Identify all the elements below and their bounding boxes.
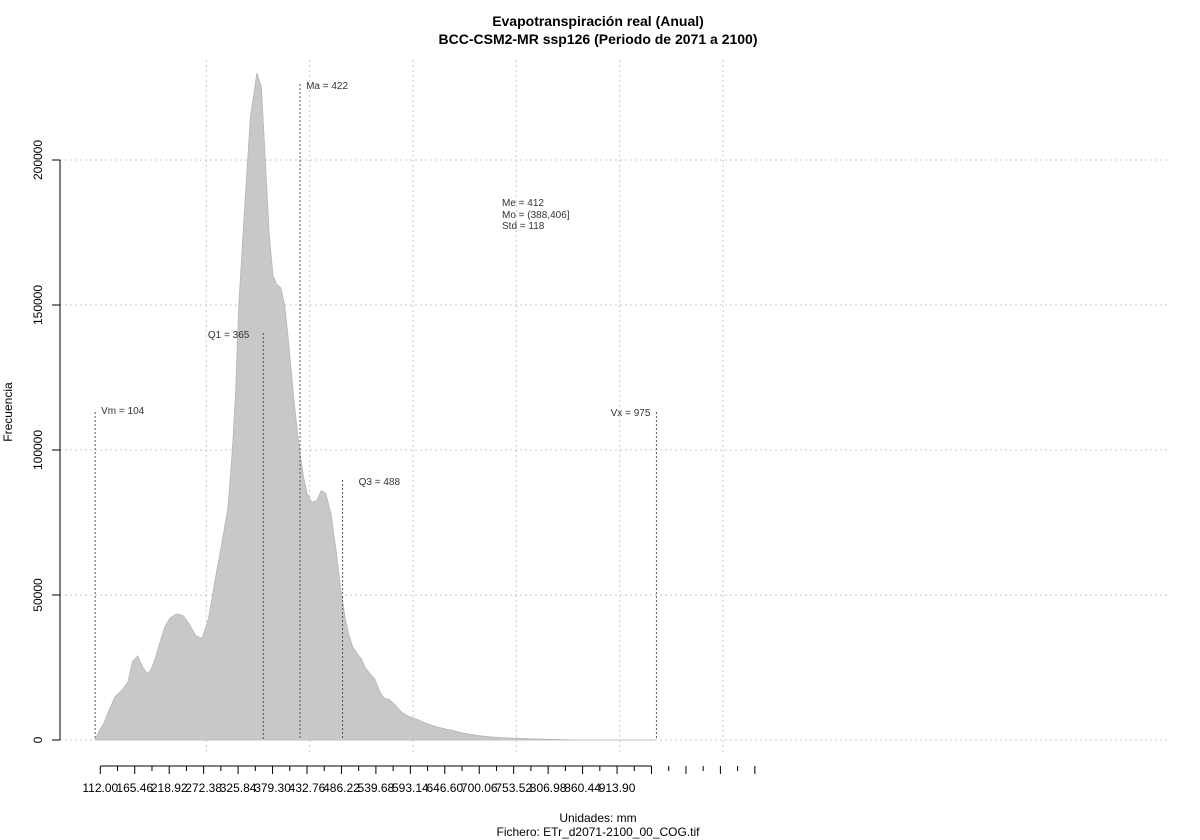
x-tick-label-8: 539.68 — [358, 781, 395, 795]
x-tick-label-3: 272.38 — [185, 781, 222, 795]
y-tick-label-4: 200000 — [31, 140, 45, 180]
x-tick-label-14: 860.44 — [564, 781, 601, 795]
y-axis: 0 50000 100000 150000 200000 — [31, 140, 61, 743]
y-tick-label-3: 150000 — [31, 285, 45, 325]
stat-median: Me = 412 — [502, 198, 544, 209]
y-tick-label-2: 100000 — [31, 430, 45, 470]
density-path — [94, 72, 657, 741]
annotation-vx: Vx = 975 — [611, 408, 651, 419]
stat-mode: Mo = (388,406] — [502, 210, 570, 221]
annotation-q1: Q1 = 365 — [208, 330, 250, 341]
stat-std: Std = 118 — [502, 221, 545, 232]
chart-subtitle: BCC-CSM2-MR ssp126 (Periodo de 2071 a 21… — [439, 31, 758, 47]
x-tick-label-1: 165.46 — [116, 781, 153, 795]
annotation-q3: Q3 = 488 — [359, 477, 401, 488]
chart-title: Evapotranspiración real (Anual) — [492, 13, 704, 29]
annotation-vm: Vm = 104 — [101, 406, 145, 417]
y-tick-label-1: 50000 — [31, 578, 45, 612]
annotations: Vm = 104 Q1 = 365 Ma = 422 Q3 = 488 Vx = 975 — [101, 81, 651, 488]
x-tick-label-12: 753.52 — [495, 781, 532, 795]
y-axis-label: Frecuencia — [1, 382, 15, 442]
x-tick-label-15: 913.90 — [599, 781, 636, 795]
x-tick-label-10: 646.60 — [426, 781, 463, 795]
x-tick-label-2: 218.92 — [151, 781, 188, 795]
x-axis: 112.00165.46218.92272.38325.84379.30432.… — [82, 765, 756, 795]
x-tick-label-5: 379.30 — [254, 781, 291, 795]
reference-lines — [94, 84, 657, 740]
x-tick-label-0: 112.00 — [82, 781, 118, 795]
y-tick-label-0: 0 — [31, 736, 45, 743]
x-tick-label-13: 806.98 — [530, 781, 567, 795]
density-area — [94, 72, 657, 741]
x-tick-label-11: 700.06 — [461, 781, 498, 795]
annotation-ma: Ma = 422 — [306, 81, 348, 92]
x-tick-label-9: 593.14 — [392, 781, 429, 795]
file-caption: Fichero: ETr_d2071-2100_00_COG.tif — [497, 825, 701, 839]
x-tick-label-7: 486.22 — [323, 781, 360, 795]
x-tick-label-4: 325.84 — [220, 781, 257, 795]
x-axis-label: Unidades: mm — [559, 811, 636, 825]
x-tick-label-6: 432.76 — [289, 781, 326, 795]
